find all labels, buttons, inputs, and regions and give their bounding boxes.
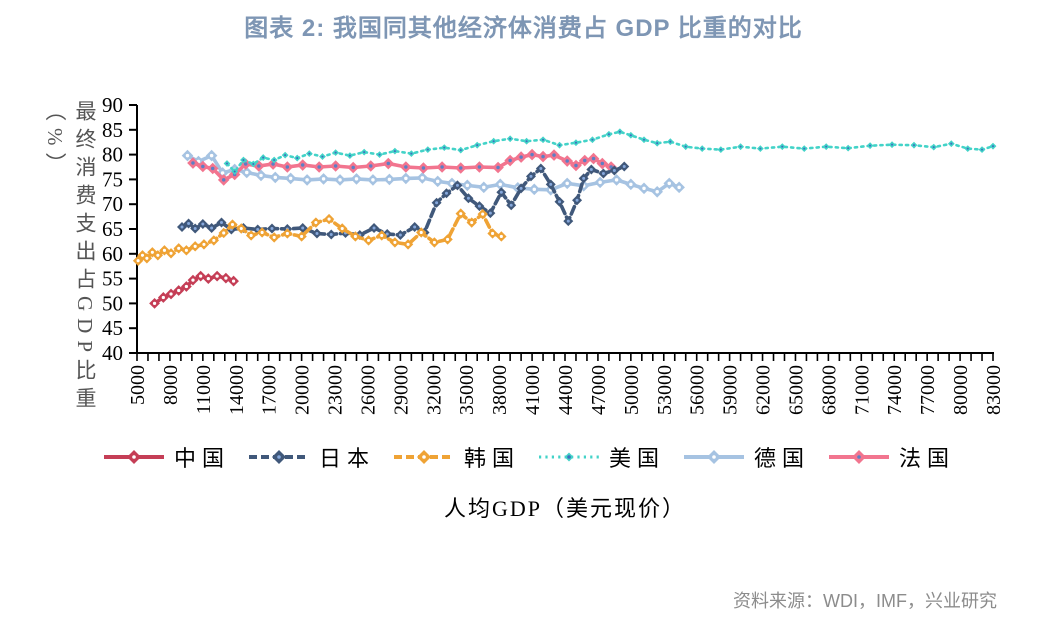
svg-text:20000: 20000 xyxy=(292,365,314,415)
svg-text:32000: 32000 xyxy=(423,365,445,415)
svg-text:83000: 83000 xyxy=(983,365,1005,415)
svg-text:47000: 47000 xyxy=(588,365,610,415)
legend-label-usa: 美国 xyxy=(609,446,666,471)
svg-text:75: 75 xyxy=(102,167,123,191)
svg-text:5000: 5000 xyxy=(127,365,149,405)
legend-marker-germany xyxy=(684,450,744,464)
x-tick-marks xyxy=(136,353,994,361)
svg-text:74000: 74000 xyxy=(884,365,906,415)
svg-text:68000: 68000 xyxy=(818,365,840,415)
source-note: 资料来源：WDI，IMF，兴业研究 xyxy=(733,591,997,611)
svg-text:65: 65 xyxy=(102,217,123,241)
svg-text:8000: 8000 xyxy=(160,365,182,405)
legend: 中国 日本 韩国 美国 德国 法国 xyxy=(103,441,983,473)
svg-text:59000: 59000 xyxy=(720,365,742,415)
legend-item-china: 中国 xyxy=(103,441,248,473)
svg-text:80: 80 xyxy=(102,143,123,167)
svg-text:35000: 35000 xyxy=(456,365,478,415)
series-china xyxy=(149,270,239,309)
legend-item-germany: 德国 xyxy=(683,441,828,473)
svg-text:50: 50 xyxy=(102,291,123,315)
svg-text:55: 55 xyxy=(102,267,123,291)
legend-item-usa: 美国 xyxy=(538,441,683,473)
svg-text:80000: 80000 xyxy=(950,365,972,415)
svg-text:53000: 53000 xyxy=(654,365,676,415)
chart-title: 图表 2: 我国同其他经济体消费占 GDP 比重的对比 xyxy=(244,15,803,42)
svg-text:40: 40 xyxy=(102,341,123,365)
legend-label-korea: 韩国 xyxy=(464,446,521,471)
svg-text:77000: 77000 xyxy=(917,365,939,415)
svg-text:85: 85 xyxy=(102,118,123,142)
svg-text:26000: 26000 xyxy=(357,365,379,415)
legend-label-china: 中国 xyxy=(174,446,231,471)
svg-text:65000: 65000 xyxy=(785,365,807,415)
svg-text:17000: 17000 xyxy=(259,365,281,415)
series-germany xyxy=(181,149,685,198)
y-axis-title: 最终消费支出占GDP比重（%） xyxy=(43,100,97,416)
svg-text:56000: 56000 xyxy=(687,365,709,415)
svg-text:23000: 23000 xyxy=(325,365,347,415)
svg-text:44000: 44000 xyxy=(555,365,577,415)
svg-text:41000: 41000 xyxy=(522,365,544,415)
legend-label-france: 法国 xyxy=(899,446,956,471)
svg-text:70: 70 xyxy=(102,192,123,216)
svg-text:60: 60 xyxy=(102,242,123,266)
svg-text:50000: 50000 xyxy=(621,365,643,415)
legend-marker-japan xyxy=(249,450,309,464)
svg-text:71000: 71000 xyxy=(851,365,873,415)
legend-label-germany: 德国 xyxy=(754,446,811,471)
svg-text:11000: 11000 xyxy=(193,365,215,414)
legend-marker-korea xyxy=(394,450,454,464)
legend-label-japan: 日本 xyxy=(319,446,376,471)
svg-text:38000: 38000 xyxy=(489,365,511,415)
legend-marker-usa xyxy=(539,452,599,462)
x-tick-labels: 5000 8000 11000 14000 17000 20000 23000 26000 29… xyxy=(127,365,1005,415)
svg-text:29000: 29000 xyxy=(390,365,412,415)
legend-marker-france xyxy=(829,450,889,464)
legend-item-korea: 韩国 xyxy=(393,441,538,473)
series-usa xyxy=(223,128,997,175)
svg-text:62000: 62000 xyxy=(753,365,775,415)
series-korea xyxy=(132,208,507,266)
legend-item-japan: 日本 xyxy=(248,441,393,473)
legend-item-france: 法国 xyxy=(828,441,973,473)
svg-text:45: 45 xyxy=(102,316,123,340)
x-axis-title: 人均GDP（美元现价） xyxy=(443,496,686,521)
legend-marker-china xyxy=(104,450,164,464)
svg-text:90: 90 xyxy=(102,93,123,117)
svg-text:14000: 14000 xyxy=(226,365,248,415)
